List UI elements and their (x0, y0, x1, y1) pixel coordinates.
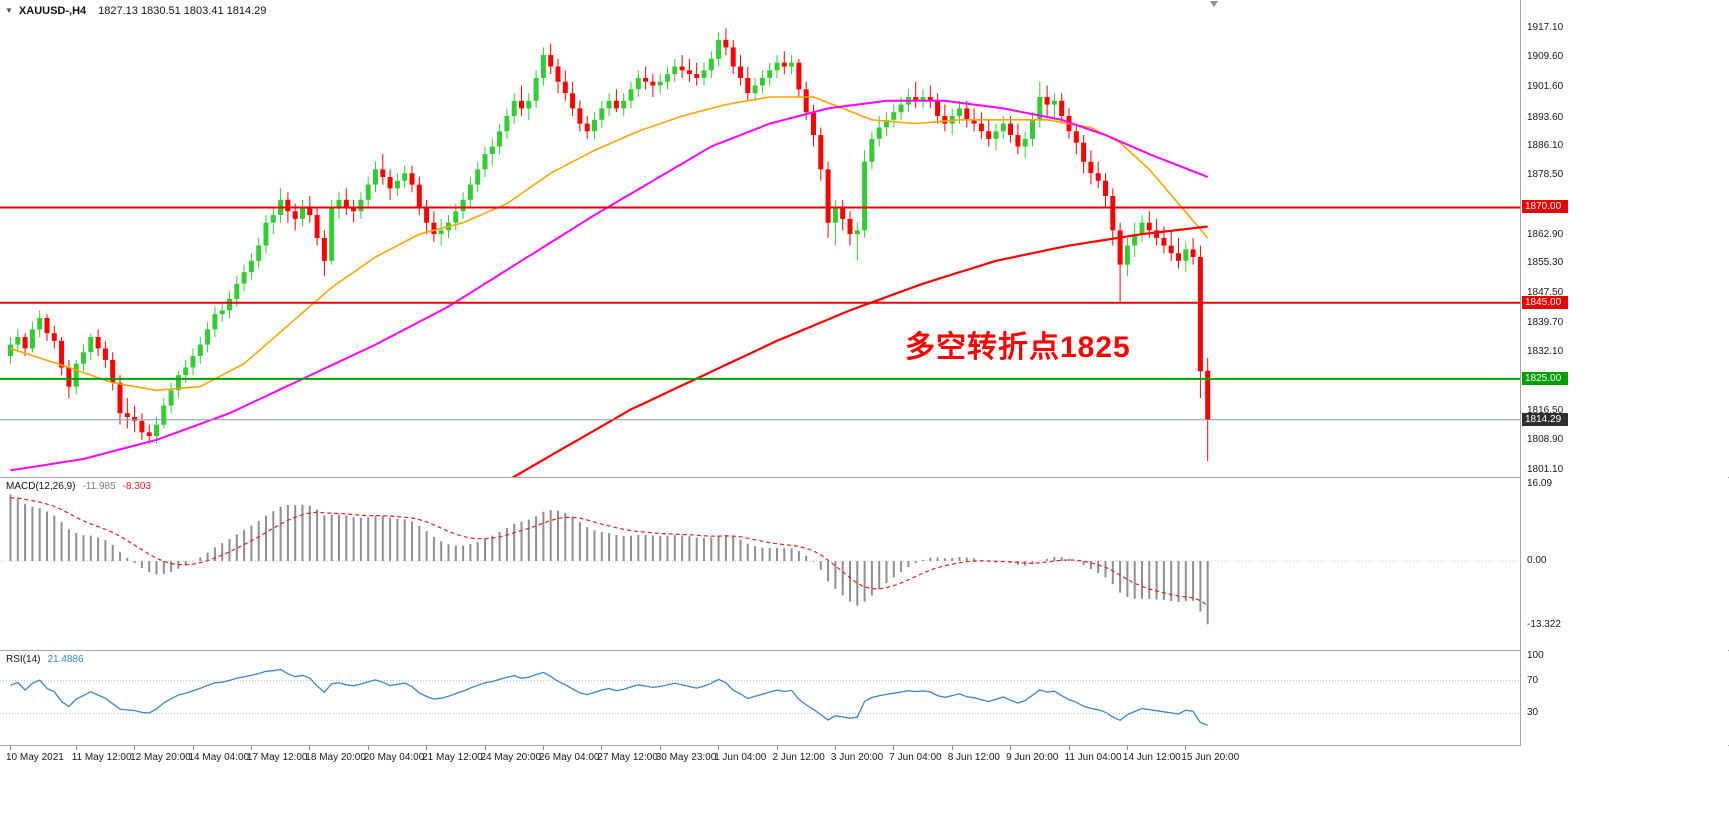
macd-axis-label: -13.322 (1527, 618, 1561, 630)
price-tag-1825.00: 1825.00 (1522, 371, 1568, 385)
macd-label: MACD(12,26,9) (6, 481, 76, 492)
time-axis-label: 8 Jun 12:00 (947, 752, 1000, 763)
price-axis-label: 1862.90 (1527, 228, 1564, 240)
macd-axis-label: 0.00 (1527, 555, 1547, 566)
price-axis[interactable]: 1917.10 1909.60 1901.60 1893.60 1886.10 1878.… (1520, 0, 1728, 746)
time-tick (426, 746, 428, 750)
ohlc-values: 1827.13 1830.51 1803.41 1814.29 (98, 5, 267, 17)
time-axis-label: 18 May 20:00 (305, 752, 366, 763)
time-axis-label: 11 May 12:00 (71, 752, 132, 763)
price-axis-label: 1878.50 (1527, 169, 1564, 181)
time-tick (1185, 746, 1187, 750)
time-axis-label: 7 Jun 04:00 (889, 752, 942, 763)
chart-title: ▼ XAUUSD-,H4 1827.13 1830.51 1803.41 1814.… (5, 5, 266, 17)
price-axis-label: 1893.60 (1527, 111, 1564, 123)
price-axis-label: 1816.50 (1527, 405, 1564, 417)
panel-separator-rsi-time (0, 745, 1729, 746)
time-tick (834, 746, 836, 750)
price-axis-label: 1909.60 (1527, 50, 1564, 62)
time-tick (776, 746, 778, 750)
time-axis-label: 1 Jun 04:00 (714, 752, 767, 763)
time-axis-label: 10 May 2021 (6, 752, 64, 763)
trade-annotation[interactable]: 多空转折点1825 (905, 331, 1131, 364)
price-axis-label: 1801.10 (1527, 464, 1564, 475)
moving-average-fast-orange (10, 96, 1209, 392)
price-tag-1845.00: 1845.00 (1522, 295, 1568, 309)
time-tick (893, 746, 895, 750)
time-tick (367, 746, 369, 750)
time-axis-label: 9 Jun 20:00 (1006, 752, 1059, 763)
candles (8, 28, 1211, 462)
time-axis-label: 2 Jun 12:00 (772, 752, 825, 763)
moving-average-slow-red (511, 225, 1208, 477)
symbol-period-label: XAUUSD-,H4 (18, 5, 87, 17)
time-tick (1068, 746, 1070, 750)
panel-separator-macd-rsi[interactable] (0, 650, 1729, 651)
rsi-title: RSI(14) 21.4886 (6, 654, 84, 665)
time-axis-label: 21 May 12:00 (422, 752, 483, 763)
panel-separator-main-macd[interactable] (0, 477, 1729, 478)
time-tick (250, 746, 252, 750)
time-tick (718, 746, 720, 750)
time-axis-label: 24 May 20:00 (480, 752, 542, 763)
time-axis-label: 30 May 23:00 (655, 752, 717, 763)
candlestick-chart[interactable] (0, 0, 1520, 477)
macd-axis-label: 16.09 (1527, 478, 1553, 489)
time-axis-label: 20 May 04:00 (363, 752, 425, 763)
price-tag-1814.29: 1814.29 (1522, 412, 1568, 426)
time-tick (10, 746, 11, 750)
price-axis-label: 1855.30 (1527, 257, 1564, 269)
macd-chart[interactable] (0, 478, 1520, 650)
macd-signal-line (10, 497, 1209, 606)
price-axis-label: 1808.90 (1527, 434, 1564, 446)
macd-signal-value: -8.303 (122, 481, 152, 492)
time-tick (75, 746, 77, 750)
macd-title: MACD(12,26,9) -11.985 -8.303 (6, 481, 151, 492)
time-tick (601, 746, 603, 750)
macd-histogram (9, 494, 1209, 625)
time-axis[interactable]: 10 May 2021 11 May 12:00 12 May 20:00 14 Ma… (0, 746, 1729, 772)
time-axis-label: 14 Jun 12:00 (1122, 752, 1181, 763)
time-axis-label: 11 Jun 04:00 (1064, 752, 1122, 763)
macd-main-value: -11.985 (82, 481, 116, 492)
rsi-axis-label: 70 (1527, 674, 1539, 686)
rsi-chart[interactable] (0, 651, 1520, 745)
rsi-value: 21.4886 (47, 654, 84, 665)
time-tick (542, 746, 544, 750)
price-axis-label: 1847.50 (1527, 287, 1564, 299)
main-chart-panel[interactable]: ▼ XAUUSD-,H4 1827.13 1830.51 1803.41 1814.… (0, 0, 1520, 477)
time-axis-label: 12 May 20:00 (130, 752, 191, 763)
time-axis-label: 26 May 04:00 (538, 752, 600, 763)
time-axis-label: 3 Jun 20:00 (830, 752, 884, 763)
time-tick (951, 746, 953, 750)
price-tag-1870.00: 1870.00 (1522, 200, 1568, 214)
price-axis-label: 1917.10 (1527, 22, 1564, 33)
time-axis-label: 15 Jun 20:00 (1181, 752, 1240, 763)
rsi-line (10, 668, 1208, 726)
rsi-axis-label: 100 (1527, 650, 1544, 661)
time-tick (659, 746, 661, 750)
moving-average-mid-magenta (10, 99, 1209, 472)
time-tick (484, 746, 486, 750)
price-axis-label: 1839.70 (1527, 316, 1564, 328)
macd-panel[interactable]: MACD(12,26,9) -11.985 -8.303 (0, 478, 1520, 650)
price-axis-label: 1832.10 (1527, 345, 1564, 357)
rsi-label: RSI(14) (6, 654, 41, 665)
price-axis-label: 1886.10 (1527, 140, 1564, 152)
rsi-axis-label: 30 (1527, 707, 1539, 719)
time-axis-label: 27 May 12:00 (597, 752, 658, 763)
time-tick (1010, 746, 1012, 750)
rsi-panel[interactable]: RSI(14) 21.4886 (0, 651, 1520, 745)
time-tick (309, 746, 311, 750)
chart-shift-marker-icon (1210, 1, 1218, 7)
time-tick (1126, 746, 1128, 750)
time-axis-label: 14 May 04:00 (188, 752, 250, 763)
time-tick (192, 746, 194, 750)
price-axis-label: 1901.60 (1527, 81, 1564, 93)
time-axis-label: 17 May 12:00 (246, 752, 308, 763)
time-tick (134, 746, 136, 750)
one-click-trading-arrow[interactable]: ▼ (5, 6, 13, 15)
